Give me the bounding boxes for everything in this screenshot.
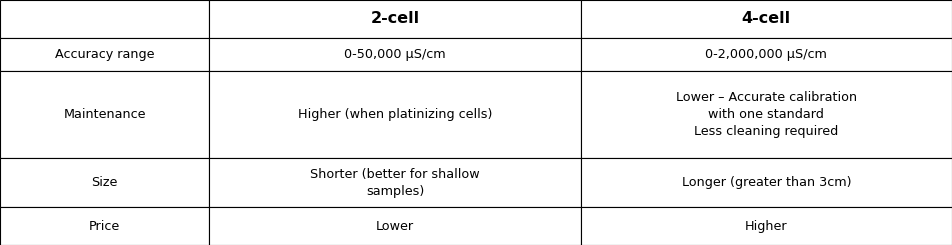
Text: Higher (when platinizing cells): Higher (when platinizing cells)	[298, 108, 492, 121]
Text: Maintenance: Maintenance	[64, 108, 146, 121]
Bar	[581, 0, 952, 38]
Text: 2-cell: 2-cell	[370, 12, 420, 26]
Text: 0-50,000 μS/cm: 0-50,000 μS/cm	[345, 48, 446, 61]
Text: Higher: Higher	[745, 220, 787, 233]
Text: Shorter (better for shallow
samples): Shorter (better for shallow samples)	[310, 168, 480, 197]
Text: 0-2,000,000 μS/cm: 0-2,000,000 μS/cm	[705, 48, 827, 61]
Bar	[209, 71, 581, 158]
Bar	[581, 158, 952, 207]
Bar	[581, 207, 952, 245]
Bar	[0, 38, 209, 71]
Bar	[209, 0, 581, 38]
Text: Size: Size	[91, 176, 118, 189]
Bar	[581, 38, 952, 71]
Bar	[209, 158, 581, 207]
Text: 4-cell: 4-cell	[742, 12, 791, 26]
Text: Lower – Accurate calibration
with one standard
Less cleaning required: Lower – Accurate calibration with one st…	[676, 91, 857, 138]
Bar	[209, 207, 581, 245]
Bar	[0, 71, 209, 158]
Bar	[0, 207, 209, 245]
Text: Lower: Lower	[376, 220, 414, 233]
Text: Price: Price	[89, 220, 120, 233]
Bar	[581, 71, 952, 158]
Text: Accuracy range: Accuracy range	[55, 48, 154, 61]
Bar	[0, 0, 209, 38]
Bar	[209, 38, 581, 71]
Text: Longer (greater than 3cm): Longer (greater than 3cm)	[682, 176, 851, 189]
Bar	[0, 158, 209, 207]
